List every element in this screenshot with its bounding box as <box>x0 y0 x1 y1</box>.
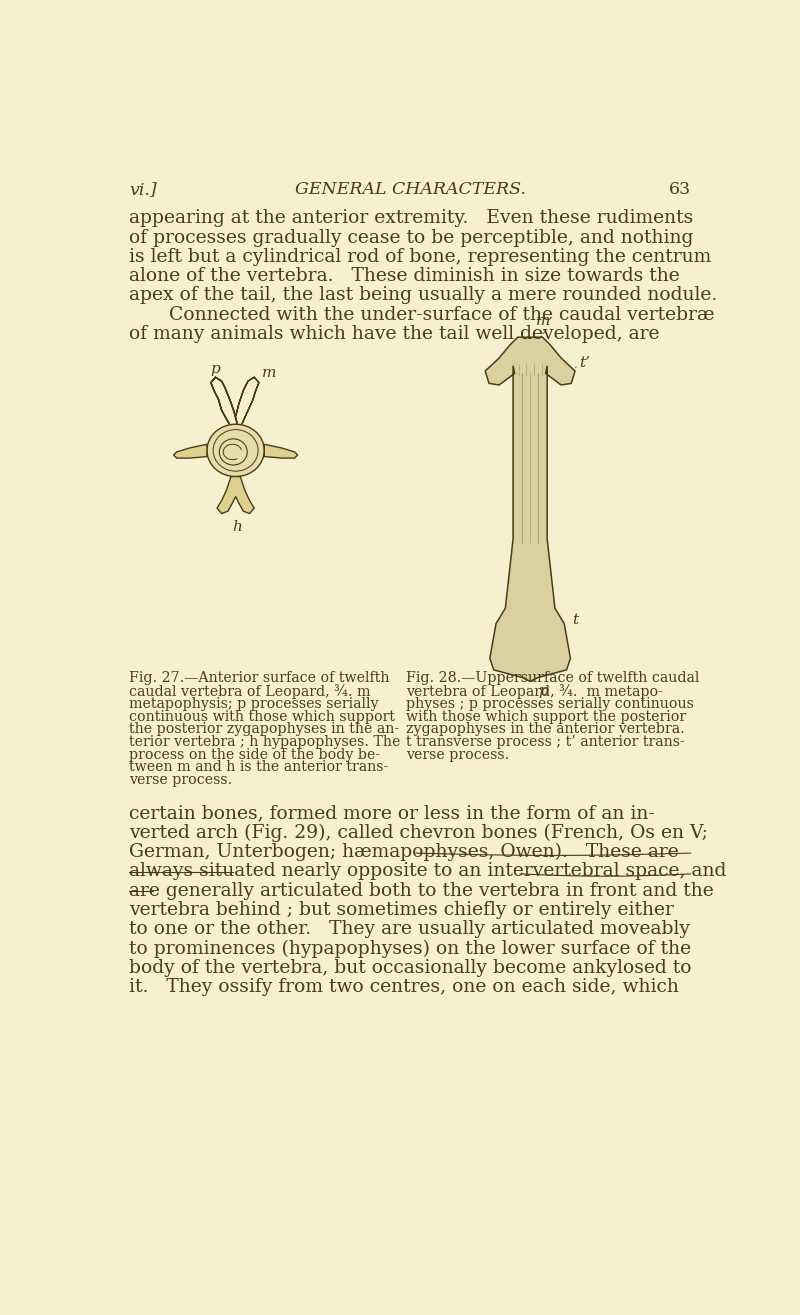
Text: with those which support the posterior: with those which support the posterior <box>406 710 686 723</box>
Polygon shape <box>264 444 298 458</box>
Text: p: p <box>210 363 220 376</box>
Text: terior vertebra ; h hypapophyses. The: terior vertebra ; h hypapophyses. The <box>130 735 401 750</box>
Text: caudal vertebra of Leopard, ¾. m: caudal vertebra of Leopard, ¾. m <box>130 684 371 700</box>
Text: t: t <box>572 613 578 627</box>
Text: it.   They ossify from two centres, one on each side, which: it. They ossify from two centres, one on… <box>130 978 679 995</box>
Text: the posterior zygapophyses in the an-: the posterior zygapophyses in the an- <box>130 722 399 736</box>
Text: t transverse process ; t’ anterior trans-: t transverse process ; t’ anterior trans… <box>406 735 685 750</box>
Text: certain bones, formed more or less in the form of an in-: certain bones, formed more or less in th… <box>130 805 655 823</box>
Text: tween m and h is the anterior trans-: tween m and h is the anterior trans- <box>130 760 389 775</box>
Text: appearing at the anterior extremity.   Even these rudiments: appearing at the anterior extremity. Eve… <box>130 209 694 227</box>
Text: always situated nearly opposite to an intervertebral space, and: always situated nearly opposite to an in… <box>130 863 727 880</box>
Ellipse shape <box>207 425 264 476</box>
Text: body of the vertebra, but occasionally become ankylosed to: body of the vertebra, but occasionally b… <box>130 959 692 977</box>
Text: zygapophyses in the anterior vertebra.: zygapophyses in the anterior vertebra. <box>406 722 685 736</box>
Text: h: h <box>232 519 242 534</box>
Text: alone of the vertebra.   These diminish in size towards the: alone of the vertebra. These diminish in… <box>130 267 680 285</box>
Text: verted arch (Fig. 29), called chevron bones (French, Os en V;: verted arch (Fig. 29), called chevron bo… <box>130 825 708 842</box>
Text: vertebra behind ; but sometimes chiefly or entirely either: vertebra behind ; but sometimes chiefly … <box>130 901 674 919</box>
Text: verse process.: verse process. <box>406 748 510 761</box>
Text: m: m <box>262 366 277 380</box>
Polygon shape <box>211 377 237 425</box>
Text: Fig. 27.—Anterior surface of twelfth: Fig. 27.—Anterior surface of twelfth <box>130 672 390 685</box>
Text: t’: t’ <box>579 356 590 371</box>
Polygon shape <box>174 444 207 458</box>
Polygon shape <box>485 337 575 681</box>
Text: Connected with the under-surface of the caudal vertebræ: Connected with the under-surface of the … <box>151 305 714 323</box>
Text: 63: 63 <box>669 181 690 197</box>
Text: process on the side of the body be-: process on the side of the body be- <box>130 748 381 761</box>
Polygon shape <box>236 377 259 425</box>
Text: apex of the tail, the last being usually a mere rounded nodule.: apex of the tail, the last being usually… <box>130 287 718 304</box>
Text: to prominences (hypapophyses) on the lower surface of the: to prominences (hypapophyses) on the low… <box>130 939 691 957</box>
Text: vertebra of Leopard, ¾.  m metapo-: vertebra of Leopard, ¾. m metapo- <box>406 684 663 700</box>
Text: to one or the other.   They are usually articulated moveably: to one or the other. They are usually ar… <box>130 920 690 938</box>
Text: GENERAL CHARACTERS.: GENERAL CHARACTERS. <box>294 181 526 197</box>
Text: metapophysis; p processes serially: metapophysis; p processes serially <box>130 697 379 711</box>
Text: Fig. 28.—Uppersurface of twelfth caudal: Fig. 28.—Uppersurface of twelfth caudal <box>406 672 699 685</box>
Text: vi.]: vi.] <box>130 181 157 197</box>
Text: German, Unterbogen; hæmapophyses, Owen).   These are: German, Unterbogen; hæmapophyses, Owen).… <box>130 843 679 861</box>
Text: of processes gradually cease to be perceptible, and nothing: of processes gradually cease to be perce… <box>130 229 694 247</box>
Text: m: m <box>536 314 551 327</box>
Polygon shape <box>217 476 254 514</box>
Text: is left but a cylindrical rod of bone, representing the centrum: is left but a cylindrical rod of bone, r… <box>130 249 712 266</box>
Text: verse process.: verse process. <box>130 773 233 788</box>
Text: are generally articulated both to the vertebra in front and the: are generally articulated both to the ve… <box>130 881 714 899</box>
Text: physes ; p processes serially continuous: physes ; p processes serially continuous <box>406 697 694 711</box>
Text: of many animals which have the tail well developed, are: of many animals which have the tail well… <box>130 325 660 343</box>
Text: continuous with those which support: continuous with those which support <box>130 710 395 723</box>
Text: p: p <box>538 684 548 698</box>
